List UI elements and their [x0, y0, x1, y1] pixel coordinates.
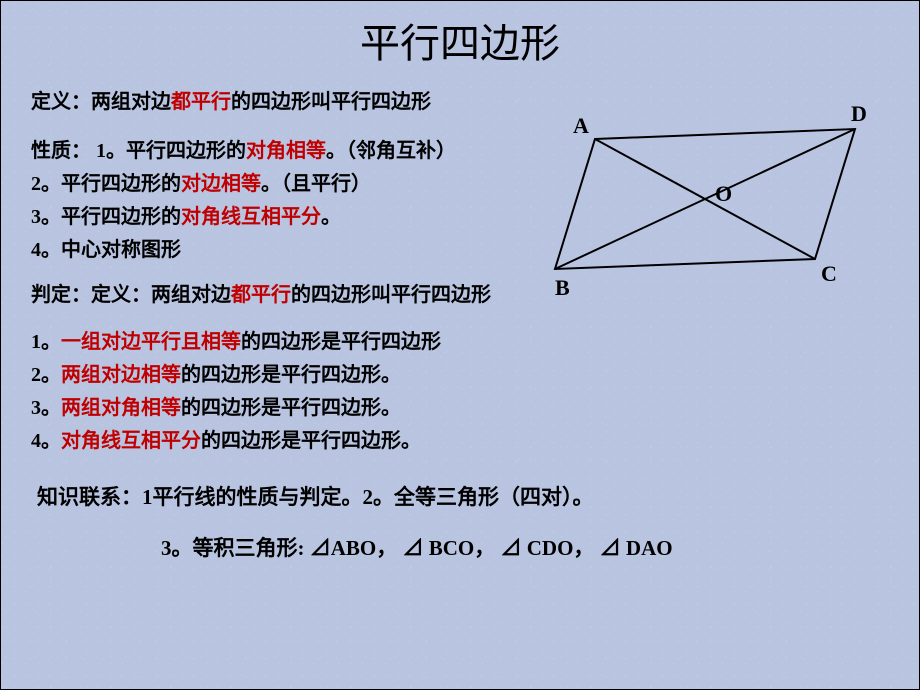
j3-post: 的四边形是平行四边形。: [181, 397, 401, 419]
definition-highlight: 都平行: [171, 91, 231, 113]
definition-pre: 定义：两组对边: [31, 91, 171, 113]
definition-post: 的四边形叫平行四边形: [231, 91, 431, 113]
label-a: A: [573, 113, 589, 139]
judgment-1: 1。一组对边平行且相等的四边形是平行四边形: [31, 327, 889, 358]
judgment-3: 3。两组对角相等的四边形是平行四边形。: [31, 393, 889, 424]
j1-post: 的四边形是平行四边形: [241, 331, 441, 353]
p3-post: 。: [321, 206, 341, 228]
p3-pre: 3。平行四边形的: [31, 206, 181, 228]
judgment-4: 4。对角线互相平分的四边形是平行四边形。: [31, 426, 889, 457]
j4-hi: 对角线互相平分: [61, 430, 201, 452]
j4-pre: 4。: [31, 430, 61, 452]
knowledge-line-2: 3。等积三角形: ⊿ABO， ⊿ BCO， ⊿ CDO， ⊿ DAO: [31, 532, 889, 565]
p2-pre: 2。平行四边形的: [31, 173, 181, 195]
judgment-post: 的四边形叫平行四边形: [291, 284, 491, 306]
label-o: O: [715, 181, 732, 207]
label-c: C: [821, 261, 837, 287]
label-b: B: [555, 275, 570, 301]
p3-hi: 对角线互相平分: [181, 206, 321, 228]
p2-post: 。（且平行）: [261, 173, 371, 195]
parallelogram-svg: [525, 109, 895, 319]
label-d: D: [851, 101, 867, 127]
j2-hi: 两组对边相等: [61, 364, 181, 386]
j3-hi: 两组对角相等: [61, 397, 181, 419]
properties-label: 性质：: [31, 140, 91, 162]
knowledge-line-1: 知识联系：1平行线的性质与判定。2。全等三角形（四对）。: [31, 481, 889, 514]
p1-hi: 对角相等: [246, 140, 326, 162]
j1-pre: 1。: [31, 331, 61, 353]
p2-hi: 对边相等: [181, 173, 261, 195]
j3-pre: 3。: [31, 397, 61, 419]
j2-post: 的四边形是平行四边形。: [181, 364, 401, 386]
j4-post: 的四边形是平行四边形。: [201, 430, 421, 452]
p1-post: 。（邻角互补）: [326, 140, 456, 162]
judgment-hi: 都平行: [231, 284, 291, 306]
j2-pre: 2。: [31, 364, 61, 386]
j1-hi: 一组对边平行且相等: [61, 331, 241, 353]
judgment-items: 1。一组对边平行且相等的四边形是平行四边形 2。两组对边相等的四边形是平行四边形…: [31, 327, 889, 457]
p1-pre: 1。平行四边形的: [91, 140, 246, 162]
page-title: 平行四边形: [1, 1, 919, 69]
judgment-2: 2。两组对边相等的四边形是平行四边形。: [31, 360, 889, 391]
judgment-label: 判定：定义：两组对边: [31, 284, 231, 306]
parallelogram-diagram: A D C B O: [525, 109, 895, 319]
